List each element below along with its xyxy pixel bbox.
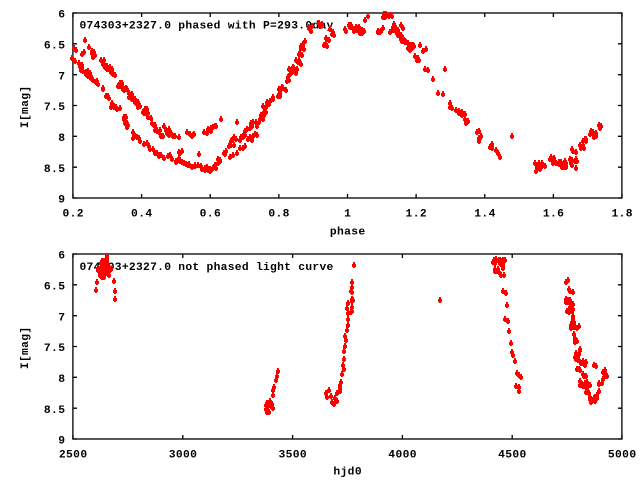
svg-text:7: 7 bbox=[58, 71, 65, 83]
svg-text:phase: phase bbox=[330, 226, 365, 238]
svg-text:5000: 5000 bbox=[608, 450, 636, 462]
svg-text:0.4: 0.4 bbox=[131, 209, 152, 221]
svg-text:7.5: 7.5 bbox=[44, 343, 65, 355]
svg-text:074303+2327.0 phased with P=29: 074303+2327.0 phased with P=293.0day bbox=[80, 20, 334, 32]
svg-text:6.5: 6.5 bbox=[44, 281, 65, 293]
svg-text:I[mag]: I[mag] bbox=[20, 86, 32, 128]
svg-text:4000: 4000 bbox=[388, 450, 416, 462]
svg-text:9: 9 bbox=[58, 436, 65, 448]
svg-text:I[mag]: I[mag] bbox=[20, 327, 32, 369]
svg-text:8.5: 8.5 bbox=[44, 405, 65, 417]
svg-text:1.2: 1.2 bbox=[406, 209, 427, 221]
svg-text:0.8: 0.8 bbox=[268, 209, 289, 221]
svg-text:8: 8 bbox=[58, 374, 65, 386]
svg-text:8.5: 8.5 bbox=[44, 164, 65, 176]
svg-text:hjd0: hjd0 bbox=[333, 467, 361, 479]
svg-text:1: 1 bbox=[344, 209, 351, 221]
svg-text:7: 7 bbox=[58, 312, 65, 324]
svg-text:0.6: 0.6 bbox=[200, 209, 221, 221]
svg-text:1.4: 1.4 bbox=[474, 209, 495, 221]
svg-text:0.2: 0.2 bbox=[62, 209, 83, 221]
svg-text:7.5: 7.5 bbox=[44, 102, 65, 114]
svg-text:6.5: 6.5 bbox=[44, 40, 65, 52]
svg-text:1.6: 1.6 bbox=[543, 209, 564, 221]
svg-text:8: 8 bbox=[58, 133, 65, 145]
svg-text:6: 6 bbox=[58, 10, 65, 22]
svg-text:4500: 4500 bbox=[498, 450, 526, 462]
svg-text:6: 6 bbox=[58, 251, 65, 263]
svg-text:3000: 3000 bbox=[169, 450, 197, 462]
svg-text:3500: 3500 bbox=[279, 450, 307, 462]
svg-text:1.8: 1.8 bbox=[611, 209, 632, 221]
svg-text:9: 9 bbox=[58, 195, 65, 207]
svg-text:074303+2327.0 not phased light: 074303+2327.0 not phased light curve bbox=[80, 262, 334, 274]
svg-text:2500: 2500 bbox=[59, 450, 87, 462]
